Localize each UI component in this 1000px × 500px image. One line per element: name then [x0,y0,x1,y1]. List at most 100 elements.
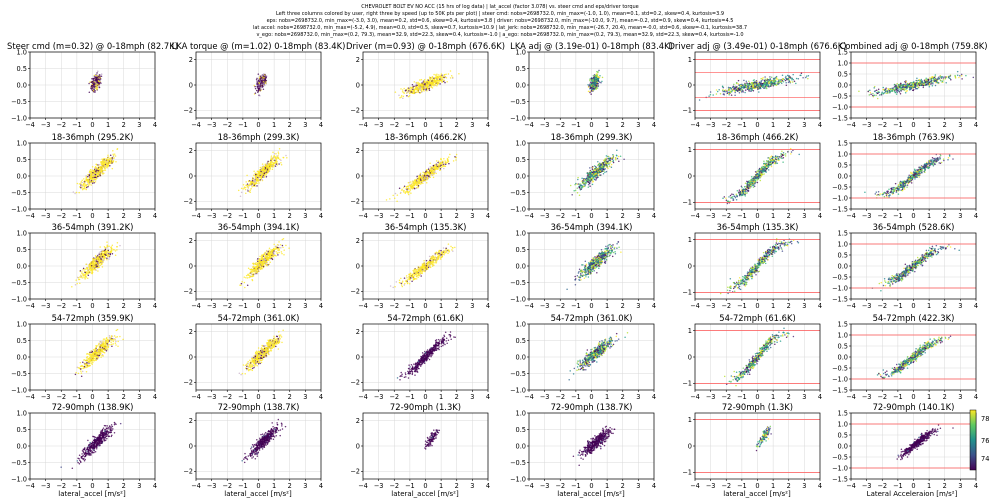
data-point [246,189,249,191]
data-point [115,161,117,163]
data-point [96,83,98,86]
data-point [767,84,770,87]
data-point [616,157,619,160]
data-point [925,84,928,86]
data-point [757,84,760,86]
data-point [616,154,618,157]
data-point [443,163,446,165]
data-point [272,164,275,167]
data-point [912,82,915,85]
data-point [597,174,600,177]
data-point [791,77,794,80]
data-point [82,182,85,185]
data-point [455,159,457,161]
data-point [97,70,99,73]
data-point [748,80,750,82]
data-point [253,84,256,87]
data-point [443,167,445,170]
data-point [100,162,102,164]
data-point [878,91,881,94]
data-point [416,84,418,87]
data-point [423,80,426,82]
data-point [777,80,779,83]
data-point [736,85,738,88]
data-point [263,176,266,178]
data-point [752,82,754,84]
data-point [253,182,255,184]
data-point [265,168,267,170]
data-point [897,84,899,86]
data-point [791,78,793,81]
data-point [894,87,897,89]
data-point [961,78,963,80]
data-point [873,87,875,89]
data-point [578,194,581,196]
data-point [96,85,98,87]
data-point [729,91,732,93]
data-point [789,76,791,79]
data-point [410,186,412,189]
data-point [417,81,419,84]
data-point [433,73,435,76]
y-tick-label: 0 [356,172,360,180]
data-point [728,92,730,95]
y-tick-label: −1 [682,107,692,115]
data-point [403,191,405,193]
data-point [257,83,259,85]
x-tick-label: 4 [974,121,978,129]
data-point [581,177,583,179]
data-point [436,79,438,81]
data-point [589,167,591,169]
data-point [261,77,263,79]
data-point [81,183,83,186]
data-point [902,83,905,86]
data-point [950,78,952,81]
data-point [426,169,429,171]
data-point [266,172,269,174]
data-point [737,83,740,85]
data-point [797,77,800,80]
data-point [269,168,271,171]
scatter-panel: −4 −3 −2 −1 0 1 2 3 4−1.0−0.50.00.51.018-36mph (… [11,132,157,220]
data-point [282,156,284,159]
data-point [420,175,423,178]
data-point [756,82,758,85]
data-point [765,79,767,81]
data-point [576,187,579,189]
data-point [896,91,898,94]
data-point [766,82,768,84]
data-point [251,181,254,183]
data-point [908,86,911,89]
data-point [90,171,92,174]
data-point [257,180,259,183]
panel-title: LKA torque @ (m=1.02) 0-18mph (83.4K) [172,41,346,51]
panel-title: LKA adj @ (3.19e-01) 0-18mph (83.4K) [510,41,673,51]
data-point [439,163,441,165]
data-point [440,161,443,164]
data-point [785,82,787,84]
data-point [604,171,606,173]
data-point [449,77,452,79]
data-point [107,156,110,158]
data-point [403,189,405,192]
data-point [85,188,88,191]
data-point [277,151,280,153]
y-tick-label: 2 [189,147,193,155]
data-point [737,79,740,82]
data-point [83,178,85,180]
data-point [601,76,604,79]
data-point [429,176,432,179]
data-point [924,84,926,86]
data-point [595,75,597,78]
data-point [902,88,904,91]
data-point [413,183,416,185]
data-point [419,92,422,94]
scatter-panel: −4 −3 −2 −1 0 1 2 3 4−1.5−1.0−0.50.00.51.01.5Com… [832,41,988,129]
data-point [742,91,744,93]
data-point [768,80,770,83]
data-point [609,162,611,164]
data-point [898,85,901,87]
data-point [746,88,749,90]
data-point [722,86,725,89]
